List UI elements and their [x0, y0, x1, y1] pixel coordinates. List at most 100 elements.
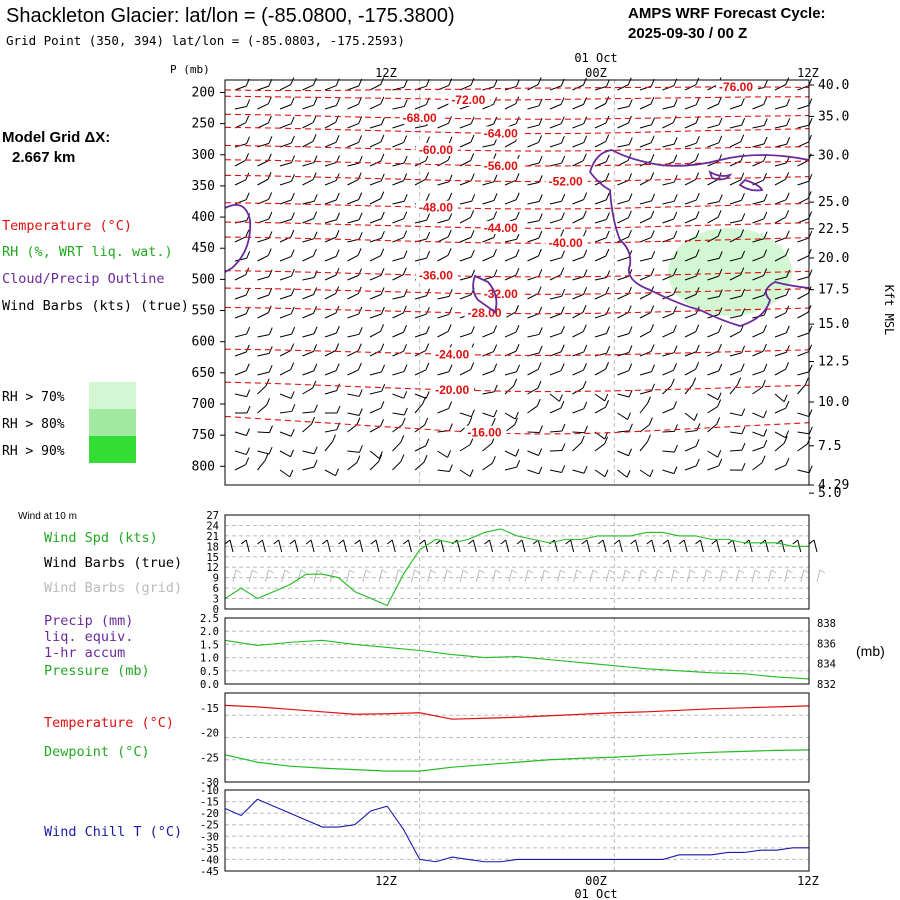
wind-barb: [392, 305, 407, 319]
wind-barb: [302, 248, 317, 262]
wind-barb-grid: [638, 569, 647, 583]
wind-barb: [279, 268, 295, 281]
wind-barb: [504, 459, 521, 471]
wind-barb: [482, 325, 498, 338]
wind-barb-grid: [492, 569, 501, 583]
wind-barb-true: [322, 539, 331, 553]
wind-barb: [459, 173, 475, 186]
wind-barb: [527, 230, 543, 243]
wind-barb-grid: [232, 569, 242, 583]
wind-barb: [504, 364, 521, 376]
wind-barb: [572, 324, 587, 338]
wind-barb: [729, 193, 745, 205]
wind-barb: [639, 117, 656, 129]
wind-barb: [729, 462, 746, 471]
wind-barb-true: [273, 539, 283, 553]
isotherm-line: [224, 348, 810, 356]
wind-barb: [279, 155, 295, 167]
wind-barb: [279, 192, 295, 205]
wind-barb: [549, 363, 565, 376]
wind-barb: [594, 393, 609, 402]
wind-barb: [774, 230, 790, 243]
wind-barb: [617, 210, 632, 224]
wind-barb: [482, 193, 498, 205]
wind-barb: [392, 417, 406, 433]
wind-barb: [549, 465, 566, 473]
chill-panel-frame: [224, 789, 810, 872]
wind-barb: [729, 117, 746, 129]
wind-barb: [774, 430, 790, 439]
wind-barb: [369, 173, 385, 186]
wind-barb: [459, 416, 473, 433]
wind-barb: [414, 172, 430, 186]
wind-barb: [459, 116, 475, 129]
wind-barb: [459, 469, 474, 477]
wind-barb: [437, 212, 453, 224]
wind-barb: [662, 175, 678, 186]
pressure-tick-label: 300: [192, 148, 215, 163]
wind-barb: [324, 363, 340, 376]
wind-barb: [707, 325, 723, 338]
legend-temperature-2: Temperature (°C): [44, 715, 174, 731]
wind-barb: [459, 210, 475, 224]
wind-barb: [707, 417, 721, 433]
wind-barb: [324, 343, 340, 357]
wind-barb-true: [370, 539, 380, 553]
legend-accum: 1-hr accum: [44, 645, 125, 661]
wind-barb: [572, 249, 588, 262]
series-line: [224, 528, 809, 607]
wind-panel-frame: [224, 514, 810, 610]
wind-barb: [662, 345, 678, 357]
wind-barb: [347, 268, 363, 281]
isotherm-label-bg: [480, 126, 523, 140]
wind-barb: [662, 194, 678, 205]
wind-barb: [617, 389, 633, 398]
wind-barb: [414, 326, 430, 338]
wind-barb: [639, 469, 654, 478]
wind-barb: [392, 250, 408, 262]
isotherm-label: -72.00: [451, 93, 485, 107]
height-tick-label: 22.5: [818, 222, 849, 237]
wind-barb: [279, 174, 295, 186]
wind-barb: [684, 287, 700, 300]
wind-barb: [707, 449, 722, 458]
isotherm-line: [224, 287, 810, 295]
pressure-tick-label: 550: [192, 304, 215, 319]
wind-barb: [752, 324, 767, 338]
model-grid-label: Model Grid ΔX:: [2, 129, 110, 146]
bottom-tick-12z-b: 12Z: [797, 874, 819, 888]
height-tick-label: 20.0: [818, 251, 849, 266]
wind-barb: [752, 136, 768, 148]
wind-barb-grid: [735, 569, 745, 583]
wind-barb: [639, 268, 655, 281]
wind-barb-true: [662, 539, 672, 553]
cloud-outline-right: [589, 149, 810, 327]
wind-barb: [572, 210, 587, 224]
wind-barb: [279, 391, 295, 399]
wind-barb: [392, 267, 407, 281]
wind-barb: [392, 364, 408, 376]
pressure-unit-label: (mb): [856, 643, 885, 659]
wind-barb: [774, 98, 791, 110]
wind-barb: [369, 383, 386, 395]
wind-barb: [347, 455, 361, 471]
wind-barb: [347, 248, 362, 262]
wind-barb: [662, 287, 678, 300]
wind-barb: [324, 212, 341, 224]
wind-barb: [437, 401, 453, 414]
wind-barb: [774, 400, 790, 414]
wind-barb: [662, 99, 678, 110]
wind-barb: [549, 250, 565, 262]
wind-barb: [549, 393, 563, 402]
wind-barb: [437, 450, 452, 458]
isotherm-line: [224, 113, 810, 120]
wind-barb: [234, 287, 250, 300]
isotherm-label-bg: [480, 287, 523, 301]
wind-barb: [774, 362, 790, 376]
wind-barb-grid: [459, 569, 469, 583]
rh-legend-swatch-70: [89, 382, 136, 409]
wind-barb: [527, 213, 543, 224]
wind-barb: [617, 412, 632, 420]
height-tick-label: 17.5: [818, 283, 849, 298]
